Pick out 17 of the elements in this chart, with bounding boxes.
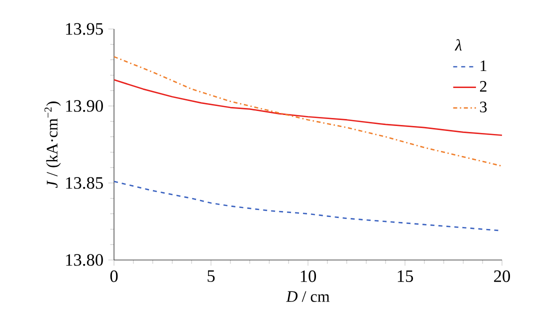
x-tick-label: 15 [398, 270, 413, 282]
line-series [114, 79, 502, 136]
legend-label: 2 [480, 81, 486, 92]
x-tick-label: 20 [494, 270, 510, 282]
x-axis-title: D / cm [286, 291, 330, 302]
y-tick-label: 13.85 [66, 177, 103, 189]
legend-label: 1 [480, 60, 486, 72]
y-axis-title: J / (kA·cm$^{−2}$) [44, 102, 61, 188]
x-tick-label: 5 [208, 270, 215, 282]
y-tick-label: 13.95 [66, 23, 103, 35]
line-series [114, 56, 502, 167]
x-tick-label: 10 [300, 270, 316, 282]
legend-title: λ [454, 39, 462, 50]
x-tick-label: 0 [110, 270, 118, 282]
y-tick-label: 13.80 [66, 254, 103, 266]
y-tick-label: 13.90 [66, 100, 103, 112]
legend-label: 3 [480, 102, 487, 112]
